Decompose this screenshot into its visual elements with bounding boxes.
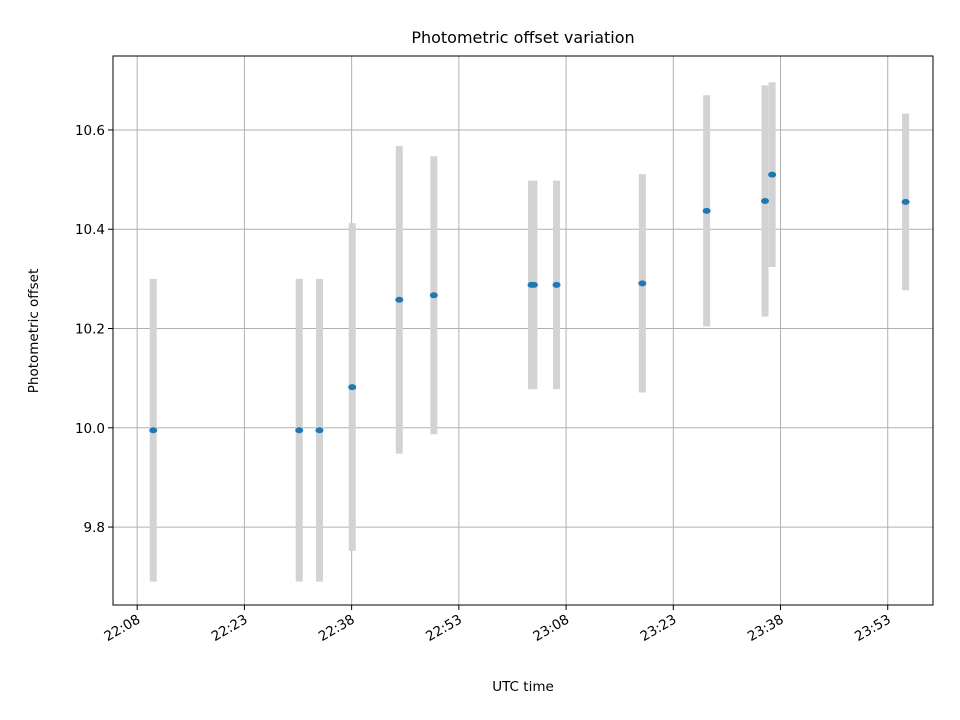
x-axis-label: UTC time bbox=[492, 679, 554, 695]
grid bbox=[113, 56, 933, 605]
data-point bbox=[901, 198, 910, 205]
data-point bbox=[638, 280, 647, 287]
data-point bbox=[395, 296, 404, 303]
data-point bbox=[761, 197, 770, 204]
y-tick-label: 10.6 bbox=[75, 123, 105, 139]
data-point bbox=[429, 292, 438, 299]
y-tick-label: 10.4 bbox=[75, 222, 105, 238]
y-tick-label: 10.2 bbox=[75, 322, 105, 338]
data-point bbox=[552, 281, 561, 288]
y-tick-label: 9.8 bbox=[84, 520, 105, 536]
data-point bbox=[295, 427, 304, 434]
data-point bbox=[315, 427, 324, 434]
data-point bbox=[149, 427, 158, 434]
data-point bbox=[702, 207, 711, 214]
y-axis-label: Photometric offset bbox=[26, 269, 42, 393]
data-point bbox=[348, 384, 357, 391]
data-points bbox=[149, 171, 910, 434]
y-tick-label: 10.0 bbox=[75, 421, 105, 437]
chart-title: Photometric offset variation bbox=[411, 28, 634, 47]
plot-area-frame bbox=[112, 55, 934, 606]
data-point bbox=[529, 281, 538, 288]
data-point bbox=[768, 171, 777, 178]
